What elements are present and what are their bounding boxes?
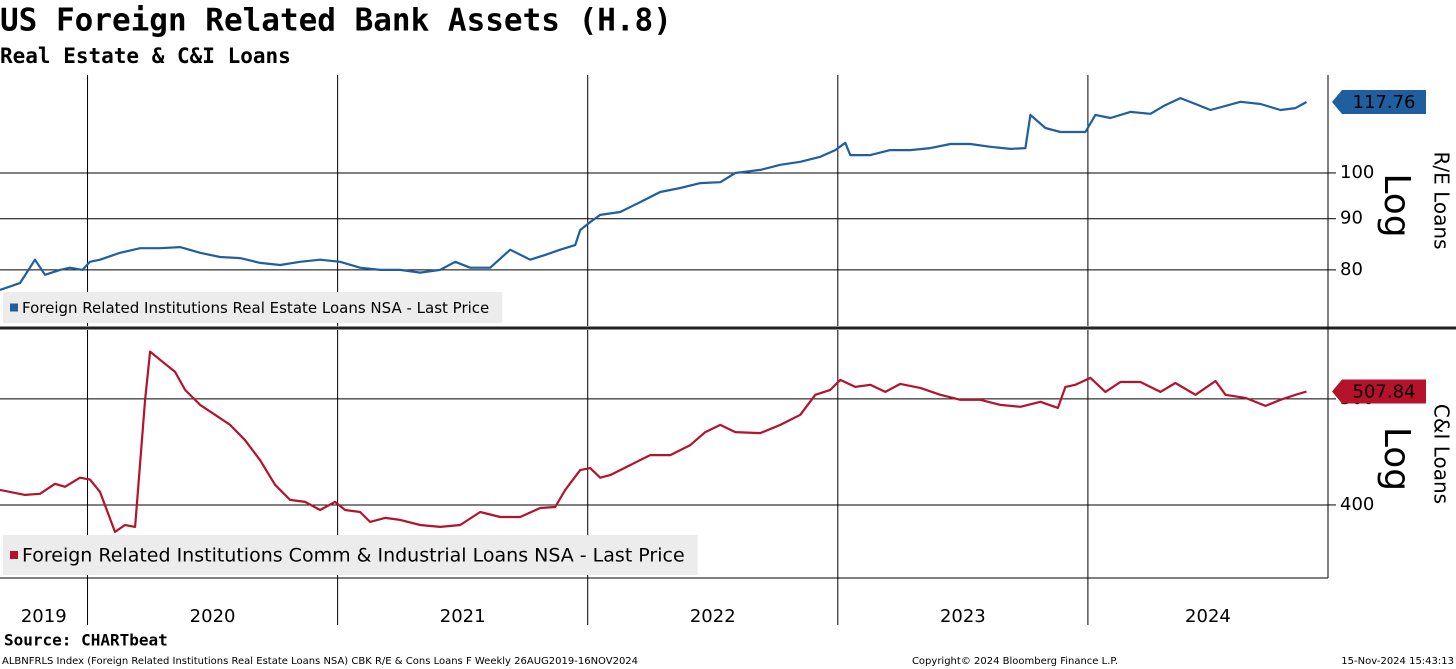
x-tick-label: 2023 [940, 606, 986, 627]
y-tick-label: 400 [1340, 494, 1374, 515]
y-axis-label: R/E Loans [1430, 151, 1454, 249]
last-value-label: 507.84 [1353, 381, 1416, 402]
chart-title: US Foreign Related Bank Assets (H.8) [0, 3, 672, 39]
x-tick-label: 2022 [690, 606, 736, 627]
x-tick-label: 2019 [21, 606, 67, 627]
legend-box [3, 535, 698, 575]
x-tick-label: 2021 [440, 606, 486, 627]
source: Source: CHARTbeat [4, 631, 168, 650]
legend-swatch [10, 303, 18, 312]
y-axis-label: C&I Loans [1430, 404, 1454, 504]
footer-center: Copyright© 2024 Bloomberg Finance L.P. [912, 656, 1118, 667]
scale-note: Log [1376, 173, 1417, 237]
data-line [0, 350, 1307, 533]
y-tick-label: 80 [1340, 259, 1363, 280]
legend-box [3, 292, 503, 323]
legend-swatch [10, 551, 18, 559]
chart-subtitle: Real Estate & C&I Loans [0, 44, 291, 68]
legend-label: Foreign Related Institutions Comm & Indu… [22, 545, 685, 567]
legend-label: Foreign Related Institutions Real Estate… [22, 299, 489, 317]
y-tick-label: 100 [1340, 162, 1374, 183]
x-tick-label: 2020 [190, 606, 236, 627]
y-tick-label: 90 [1340, 208, 1363, 229]
x-tick-label: 2024 [1185, 606, 1231, 627]
data-line [0, 97, 1308, 291]
last-value-tag [1332, 89, 1426, 114]
footer-left: ALBNFRLS Index (Foreign Related Institut… [2, 656, 638, 667]
footer-right: 15-Nov-2024 15:43:13 [1341, 656, 1454, 667]
last-value-label: 117.76 [1353, 92, 1416, 113]
scale-note: Log [1376, 427, 1417, 491]
last-value-tag [1332, 379, 1426, 404]
